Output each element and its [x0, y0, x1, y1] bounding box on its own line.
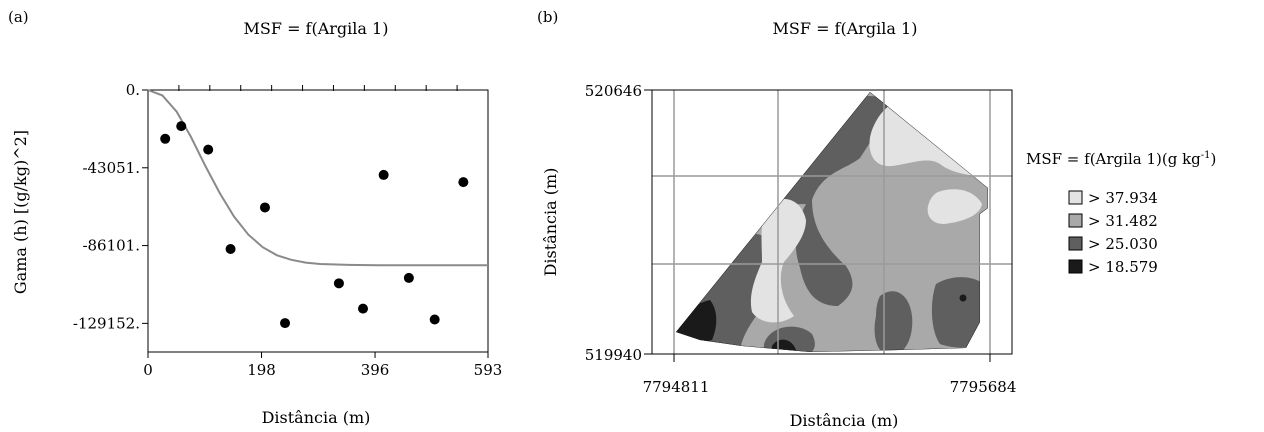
panel-a-ticks [142, 85, 489, 358]
data-point [203, 144, 214, 155]
legend: MSF = f(Argila 1)(g kg-1) > 37.934 > 31.4… [1026, 150, 1216, 276]
data-point [403, 272, 414, 283]
panel-b-frame-ticks [644, 89, 991, 362]
y-tick-label: -129152. [73, 314, 140, 332]
data-point [378, 169, 389, 180]
panel-a-y-tick-labels: 0. -43051. -86101. -129152. [73, 81, 140, 332]
panel-b-frame [651, 89, 1013, 355]
data-point [225, 244, 236, 255]
panel-a-model-curve [147, 89, 488, 267]
panel-b-xlabel: Distância (m) [790, 411, 899, 430]
panel-b-label: (b) [537, 8, 558, 26]
legend-title-end: ) [1211, 150, 1217, 168]
x-tick-label: 396 [361, 361, 390, 379]
zone-25030 [931, 277, 988, 348]
panel-a-points [160, 121, 469, 329]
y-tick-label: -43051. [82, 159, 140, 177]
legend-label: > 31.482 [1088, 212, 1158, 230]
panel-a-x-tick-labels: 0 198 396 593 [143, 361, 502, 379]
data-point [333, 278, 344, 289]
data-point [176, 121, 187, 132]
legend-label: > 25.030 [1088, 235, 1158, 253]
x-tick-label: 198 [247, 361, 276, 379]
y-tick-label: -86101. [82, 237, 140, 255]
legend-label: > 18.579 [1088, 258, 1158, 276]
zone-37934 [927, 189, 982, 224]
legend-swatch [1068, 213, 1083, 228]
legend-swatch [1068, 259, 1083, 274]
data-point [458, 177, 469, 188]
data-point [358, 303, 369, 314]
legend-title-main: MSF = f(Argila 1)(g kg [1026, 150, 1201, 168]
panel-b: (b) MSF = f(Argila 1) Distância (m) Dist… [537, 8, 1216, 430]
data-point [429, 314, 440, 325]
map-outline [676, 92, 988, 352]
legend-swatch [1068, 236, 1083, 251]
y-tick-label: 0. [126, 81, 140, 99]
panel-a-ylabel: Gama (h) [(g/kg)^2] [11, 130, 30, 294]
panel-b-x-tick-right: 7795684 [950, 378, 1017, 396]
legend-title-sup: -1 [1201, 150, 1211, 161]
data-point [160, 133, 171, 144]
panel-a-label: (a) [8, 8, 29, 26]
panel-a-title: MSF = f(Argila 1) [244, 19, 389, 38]
x-tick-label: 0 [143, 361, 153, 379]
legend-label: > 37.934 [1088, 189, 1158, 207]
panel-a-xlabel: Distância (m) [262, 408, 371, 427]
map-polygon [676, 92, 988, 352]
map-grid [652, 90, 1012, 354]
panel-b-y-tick-top: 520646 [585, 82, 642, 100]
panel-a-plot-frame [147, 89, 489, 353]
panel-b-y-tick-bottom: 519940 [585, 346, 642, 364]
panel-b-x-tick-left: 7794811 [643, 378, 710, 396]
panel-a: (a) MSF = f(Argila 1) Gama (h) [(g/kg)^2… [8, 8, 502, 427]
zone-18579 [676, 300, 717, 352]
panel-b-title: MSF = f(Argila 1) [773, 19, 918, 38]
legend-title: MSF = f(Argila 1)(g kg-1) [1026, 150, 1216, 168]
legend-items: > 37.934 > 31.482 > 25.030 > 18.579 [1068, 189, 1158, 276]
x-tick-label: 593 [474, 361, 503, 379]
panel-b-ylabel: Distância (m) [541, 168, 560, 277]
data-point [280, 318, 291, 329]
zone-18579 [959, 294, 967, 302]
data-point [259, 202, 270, 213]
legend-swatch [1068, 190, 1083, 205]
